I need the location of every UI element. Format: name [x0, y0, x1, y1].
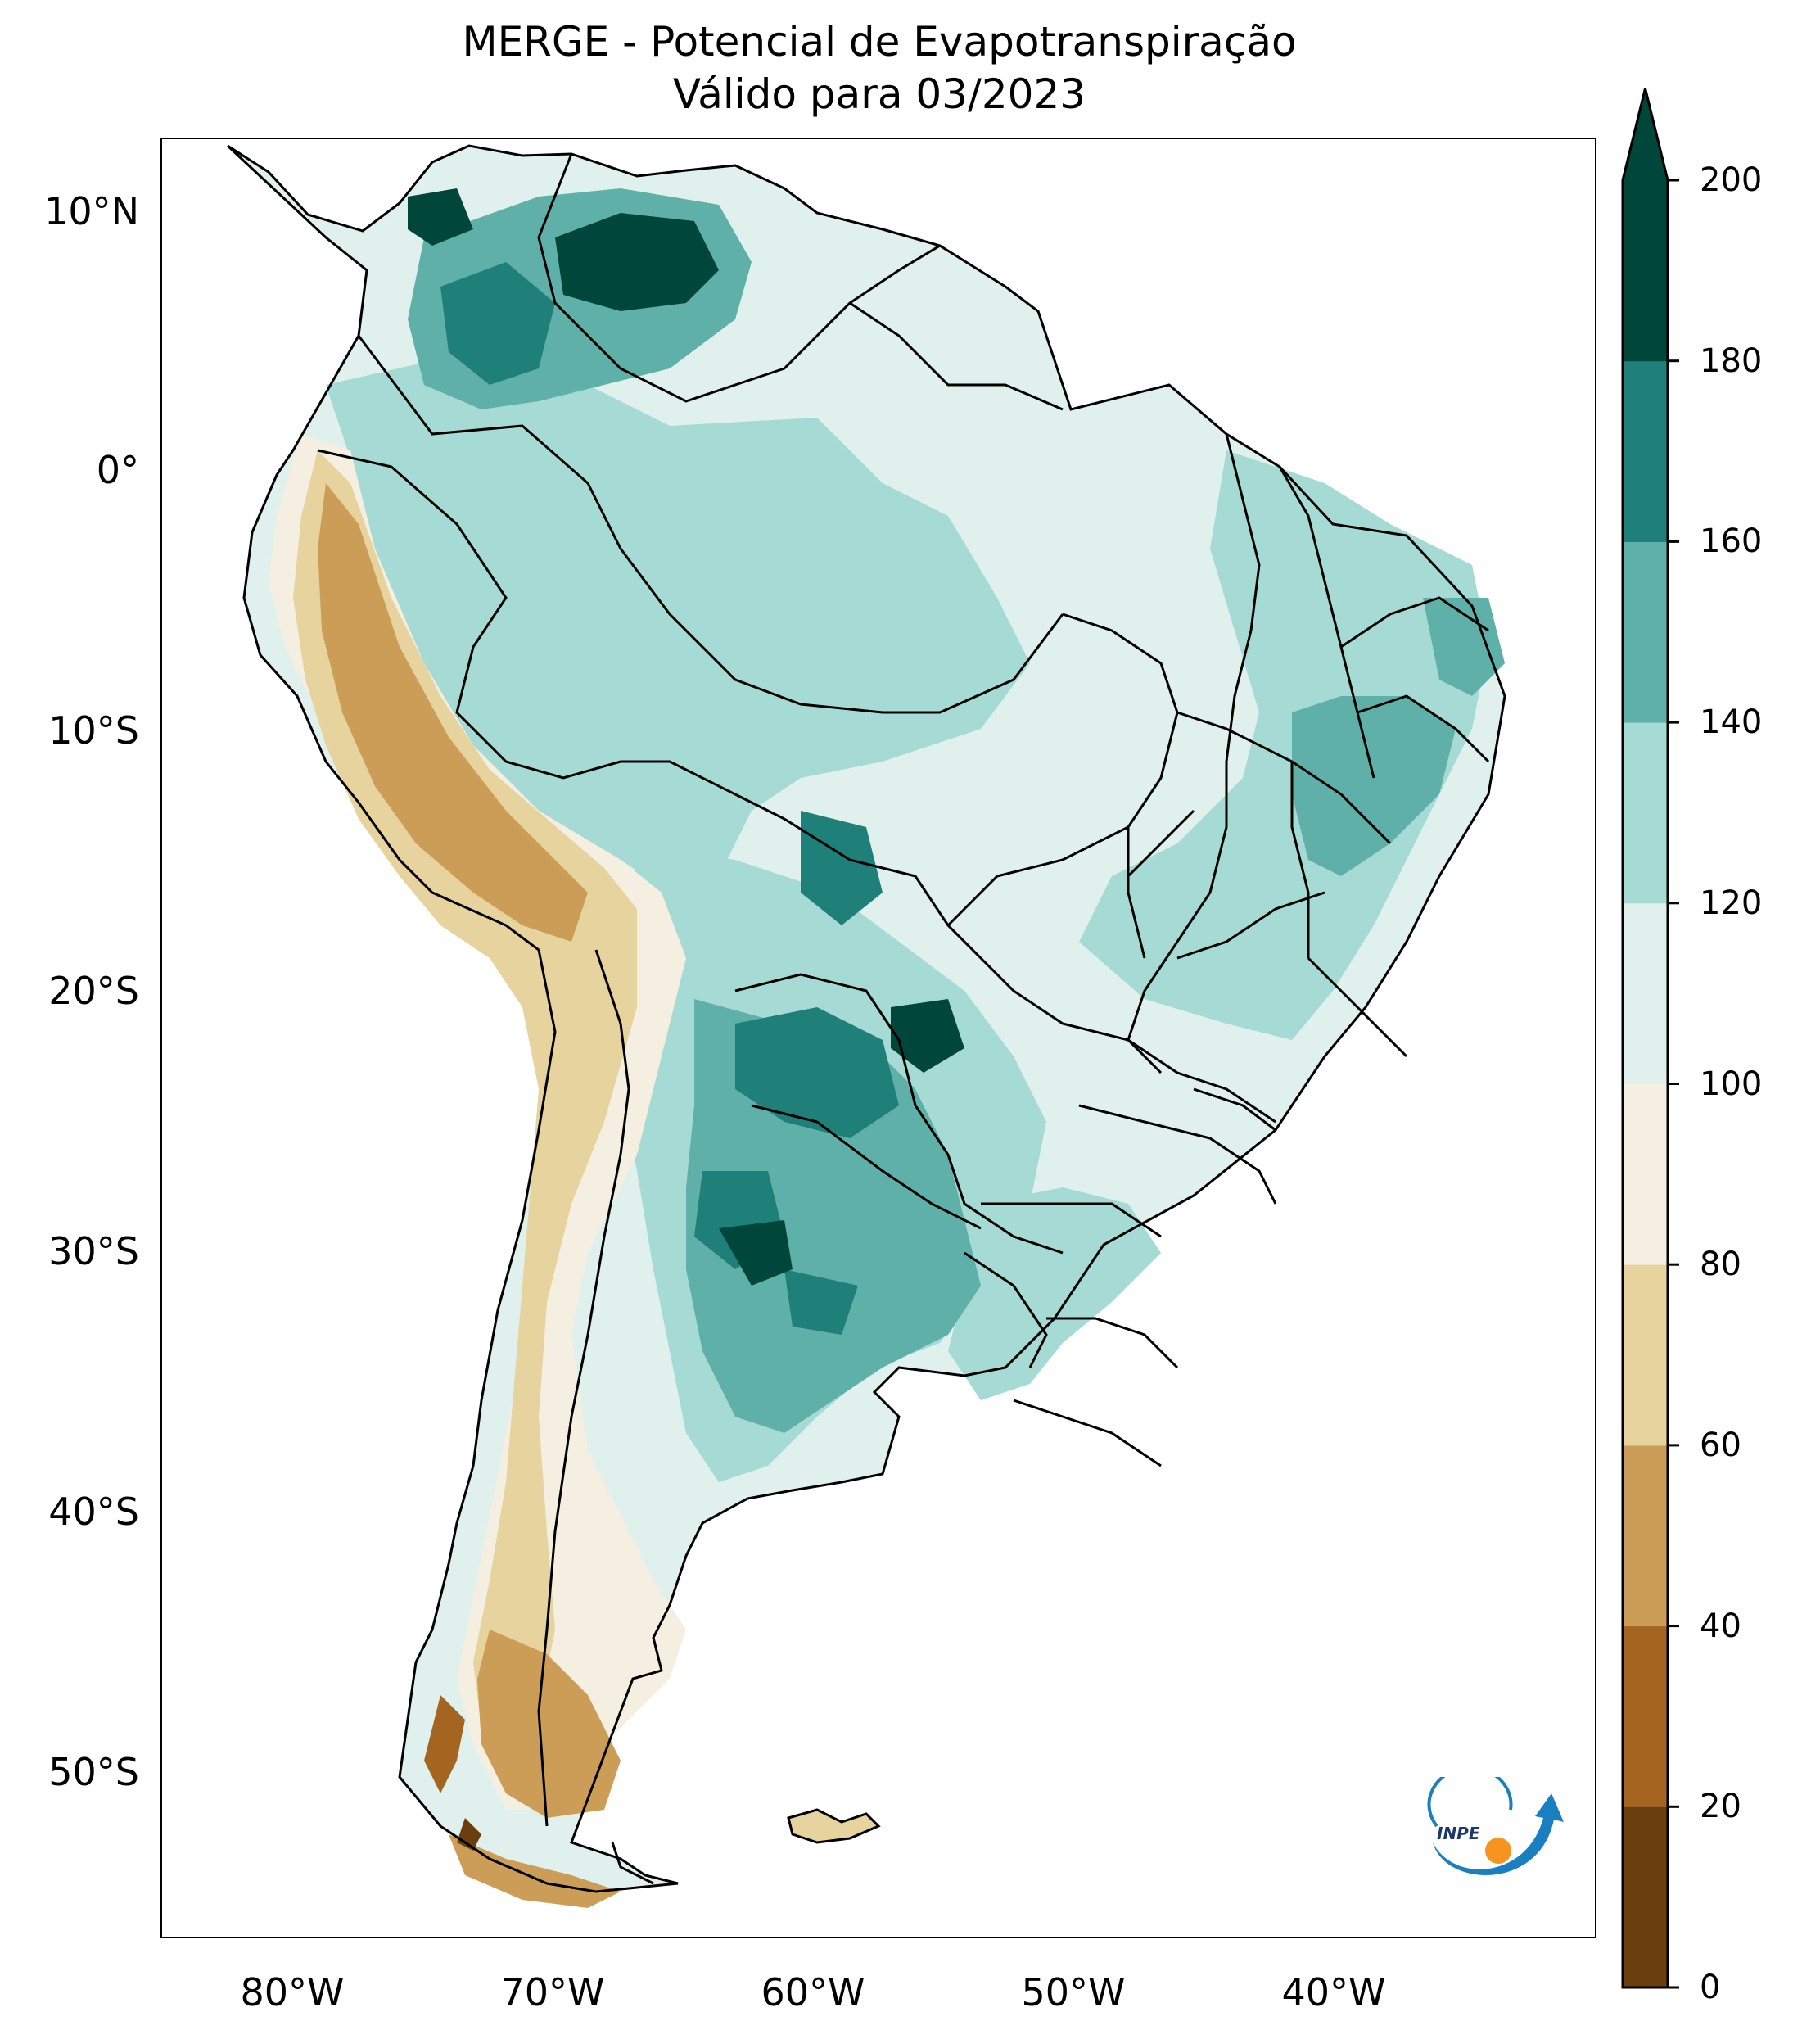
colorbar-bin: [1623, 1083, 1668, 1265]
colorbar-tick-label: 100: [1700, 1065, 1763, 1103]
colorbar-bin: [1623, 1625, 1668, 1807]
map-panel: [160, 138, 1596, 1938]
lon-label-80w: 80°W: [240, 1970, 345, 2014]
lat-label-10s: 10°S: [48, 708, 139, 753]
colorbar-tick-label: 160: [1700, 522, 1763, 561]
lon-label-70w: 70°W: [500, 1970, 605, 2014]
colorbar: [1621, 88, 1679, 1989]
lon-label-60w: 60°W: [761, 1970, 865, 2014]
colorbar-bin: [1623, 902, 1668, 1084]
map-title: MERGE - Potencial de Evapotranspiração: [462, 18, 1297, 66]
map-canvas: [226, 144, 1506, 1908]
lon-label-40w: 40°W: [1281, 1970, 1386, 2014]
map-subtitle: Válido para 03/2023: [672, 70, 1086, 118]
colorbar-extend-arrow: [1623, 88, 1668, 180]
colorbar-tick-label: 0: [1700, 1969, 1721, 2006]
colorbar-tick-label: 80: [1700, 1246, 1741, 1284]
colorbar-bin: [1623, 1445, 1668, 1627]
lat-label-30s: 30°S: [48, 1229, 139, 1273]
colorbar-tick-label: 60: [1700, 1426, 1741, 1464]
colorbar-bin: [1623, 1806, 1668, 1988]
colorbar-bin: [1623, 360, 1668, 542]
logo-text: INPE: [1437, 1824, 1480, 1843]
political-borders: [317, 153, 1490, 1885]
colorbar-bin: [1623, 541, 1668, 723]
colorbar-tick-label: 40: [1700, 1607, 1741, 1645]
lat-label-40s: 40°S: [48, 1490, 139, 1534]
colorbar-tick-label: 20: [1700, 1788, 1741, 1826]
colorbar-tick-label: 200: [1700, 161, 1763, 199]
lat-label-50s: 50°S: [48, 1750, 139, 1794]
inpe-logo: INPE: [1427, 1777, 1564, 1875]
colorbar-tick-label: 120: [1700, 884, 1763, 922]
colorbar-tick-label: 140: [1700, 703, 1763, 742]
colorbar-bin: [1623, 180, 1668, 362]
lon-label-50w: 50°W: [1021, 1970, 1126, 2014]
lat-label-20s: 20°S: [48, 969, 139, 1013]
colorbar-bin: [1623, 722, 1668, 904]
lat-label-0: 0°: [96, 448, 139, 492]
colorbar-tick-label: 180: [1700, 341, 1763, 380]
lat-label-10n: 10°N: [44, 189, 139, 233]
colorbar-bin: [1623, 1264, 1668, 1446]
